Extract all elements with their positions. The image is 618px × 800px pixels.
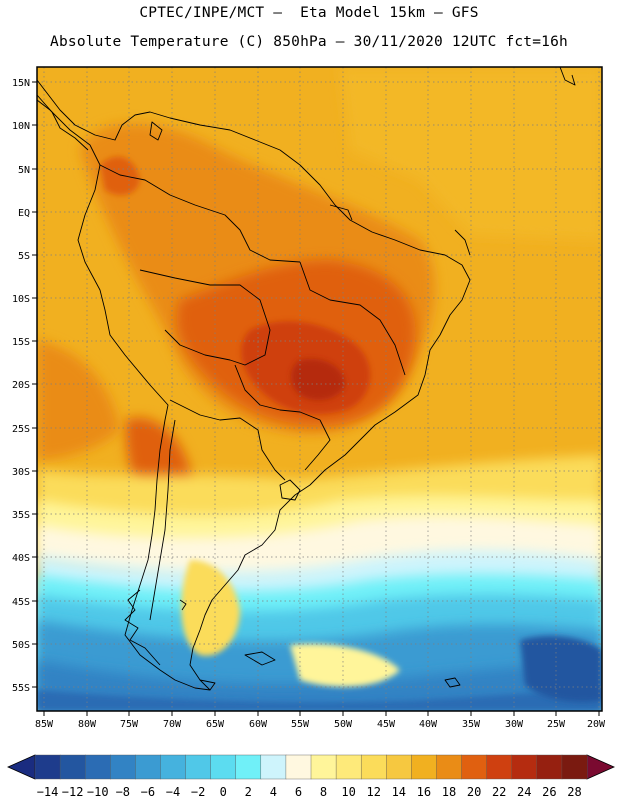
- colorbar-cell: [360, 754, 387, 780]
- temperature-field: [37, 67, 602, 711]
- lat-label-35s: 35S: [12, 510, 30, 521]
- coastlines: [37, 67, 576, 691]
- colorbar: −14 −12 −10 −8 −6 −4 −2 0 2 4 6 8 10 12 14 16 18 20 22 24 26…: [7, 754, 615, 799]
- colorbar-cell: [536, 754, 563, 780]
- lat-label-5s: 5S: [18, 251, 30, 262]
- lon-label-80w: 80W: [78, 719, 97, 730]
- map-frame: [36, 66, 603, 712]
- lon-label-20w: 20W: [587, 719, 606, 730]
- colorbar-cell: [335, 754, 362, 780]
- colorbar-cell: [210, 754, 237, 780]
- colorbar-cell: [511, 754, 538, 780]
- colorbar-cell: [84, 754, 111, 780]
- colorbar-cell: [59, 754, 86, 780]
- lon-label-65w: 65W: [206, 719, 225, 730]
- colorbar-tick-label: 8: [320, 785, 327, 799]
- colorbar-tick-label: −10: [87, 785, 109, 799]
- colorbar-cell: [34, 754, 61, 780]
- lat-label-25s: 25S: [12, 424, 30, 435]
- lat-label-40s: 40S: [12, 553, 30, 564]
- colorbar-tick-label: 14: [392, 785, 406, 799]
- colorbar-tick-label: 12: [367, 785, 381, 799]
- lat-label-10s: 10S: [12, 294, 30, 305]
- graticule: [37, 67, 602, 711]
- colorbar-cell: [486, 754, 513, 780]
- lat-label-15n: 15N: [12, 78, 30, 89]
- colorbar-tick-label: 26: [542, 785, 556, 799]
- lat-label-eq: EQ: [18, 208, 30, 219]
- lat-label-15s: 15S: [12, 337, 30, 348]
- colorbar-cell: [110, 754, 136, 780]
- lat-label-5n: 5N: [18, 165, 30, 176]
- colorbar-tick-label: 16: [417, 785, 431, 799]
- lon-label-35w: 35W: [462, 719, 481, 730]
- colorbar-tick-label: −8: [116, 785, 130, 799]
- colorbar-cell: [436, 754, 463, 780]
- map-title-line-2: Absolute Temperature (C) 850hPa – 30/11/…: [50, 34, 568, 50]
- colorbar-cell: [235, 754, 262, 780]
- colorbar-cell: [260, 754, 287, 780]
- colorbar-cell: [561, 754, 588, 780]
- lon-label-60w: 60W: [249, 719, 268, 730]
- colorbar-tick-label: 0: [220, 785, 227, 799]
- lon-label-70w: 70W: [163, 719, 182, 730]
- colorbar-cell: [461, 754, 488, 780]
- colorbar-tick-label: 20: [467, 785, 481, 799]
- colorbar-cell: [160, 754, 187, 780]
- colorbar-tick-label: 2: [245, 785, 252, 799]
- colorbar-tick-label: 24: [517, 785, 531, 799]
- colorbar-tick-label: −14: [37, 785, 59, 799]
- colorbar-tick-label: 28: [567, 785, 581, 799]
- lon-label-30w: 30W: [505, 719, 524, 730]
- lat-label-10n: 10N: [12, 121, 30, 132]
- colorbar-tick-label: 22: [492, 785, 506, 799]
- colorbar-tick-label: 6: [295, 785, 302, 799]
- lon-label-55w: 55W: [291, 719, 310, 730]
- colorbar-tick-label: −12: [62, 785, 84, 799]
- lon-label-50w: 50W: [334, 719, 353, 730]
- colorbar-cell: [285, 754, 312, 780]
- colorbar-under-arrow: [7, 754, 36, 780]
- colorbar-tick-label: −2: [191, 785, 205, 799]
- colorbar-tick-label: 10: [341, 785, 355, 799]
- lat-label-20s: 20S: [12, 380, 30, 391]
- colorbar-tick-label: −6: [141, 785, 155, 799]
- lon-label-45w: 45W: [377, 719, 396, 730]
- lat-label-50s: 50S: [12, 640, 30, 651]
- lon-label-40w: 40W: [419, 719, 438, 730]
- lat-label-30s: 30S: [12, 467, 30, 478]
- colorbar-tick-label: −4: [166, 785, 180, 799]
- map-title-line-1: CPTEC/INPE/MCT – Eta Model 15km – GFS: [139, 5, 479, 21]
- lon-label-25w: 25W: [547, 719, 566, 730]
- lat-label-55s: 55S: [12, 683, 30, 694]
- colorbar-cell: [135, 754, 161, 780]
- colorbar-cell: [310, 754, 337, 780]
- lon-label-75w: 75W: [120, 719, 139, 730]
- colorbar-over-arrow: [586, 754, 615, 780]
- lon-label-85w: 85W: [35, 719, 54, 730]
- axis-ticks: [32, 81, 600, 716]
- colorbar-cell: [386, 754, 412, 780]
- colorbar-tick-label: 4: [270, 785, 277, 799]
- colorbar-cell: [185, 754, 212, 780]
- lat-label-45s: 45S: [12, 597, 30, 608]
- colorbar-cell: [411, 754, 437, 780]
- colorbar-tick-label: 18: [442, 785, 456, 799]
